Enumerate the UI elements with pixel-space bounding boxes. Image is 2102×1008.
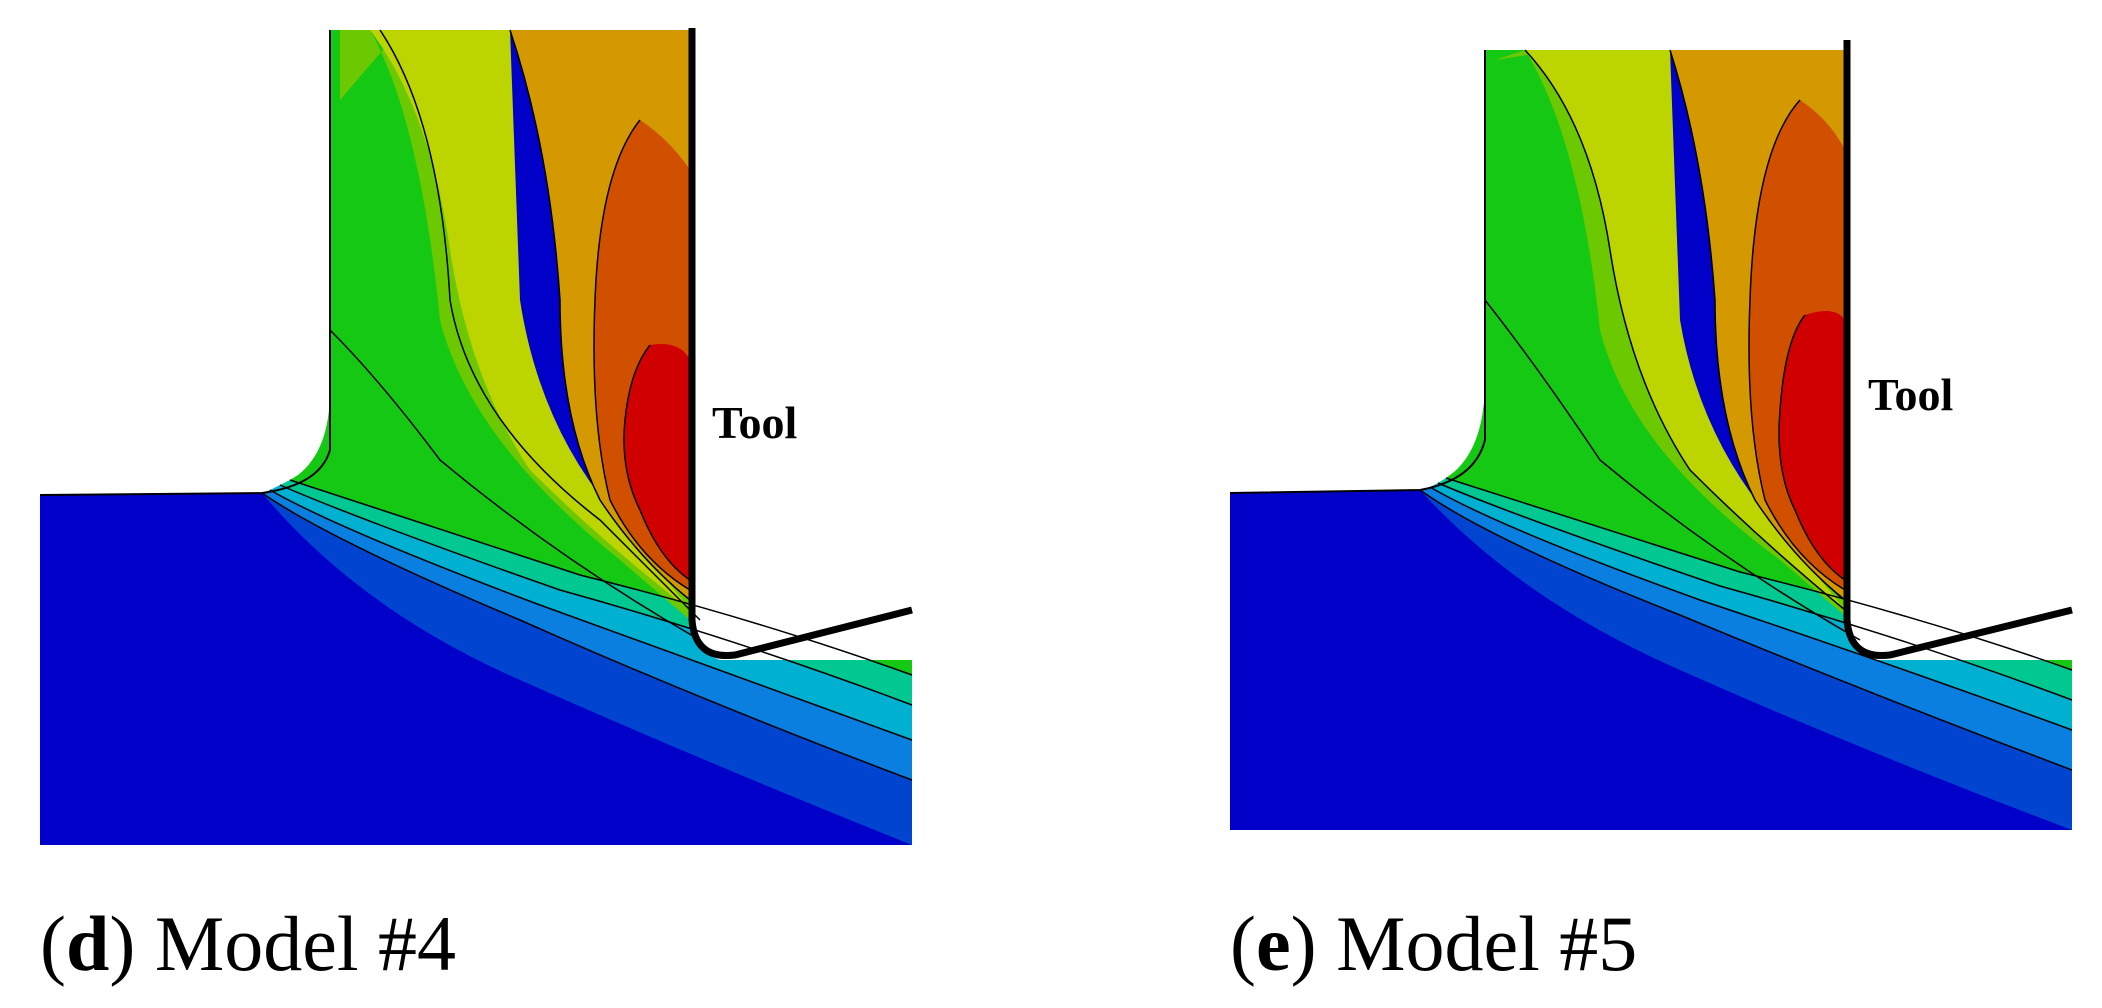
chip-band-7 [1525, 50, 1845, 610]
caption-e: (e) Model #5 [1230, 900, 1638, 987]
contour-plot-e: Tool [1229, 40, 2073, 830]
tool-label: Tool [1868, 369, 1953, 420]
caption-letter: e [1255, 900, 1291, 987]
chip-band-10 [1779, 311, 1845, 580]
chip-band-7 [370, 30, 690, 610]
panel-e: Tool (e) Model #5 [1180, 0, 2102, 1008]
band-3 [270, 485, 912, 740]
tool-label: Tool [712, 397, 797, 448]
band-2 [262, 490, 912, 780]
chip-band-6 [1495, 50, 1860, 620]
caption-letter: d [65, 900, 110, 987]
band-1 [262, 493, 912, 845]
contour-lines [261, 29, 913, 781]
panel-d: Tool (d) Model #4 [39, 28, 913, 987]
cut-gap [690, 30, 912, 660]
cut-gap [1845, 40, 2072, 660]
band-3 [1430, 483, 2072, 730]
chip-band-10 [624, 344, 690, 580]
contour-plot-d: Tool [39, 28, 913, 845]
caption-d: (d) Model #4 [40, 900, 457, 987]
chip-band-6b [340, 30, 700, 620]
tool-outline [1843, 40, 2073, 660]
band-2 [1420, 487, 2072, 770]
contour-lines [1419, 49, 2073, 771]
tool-outline [688, 28, 913, 660]
caption-text: Model #4 [154, 900, 457, 987]
caption-text: Model #5 [1336, 900, 1638, 987]
